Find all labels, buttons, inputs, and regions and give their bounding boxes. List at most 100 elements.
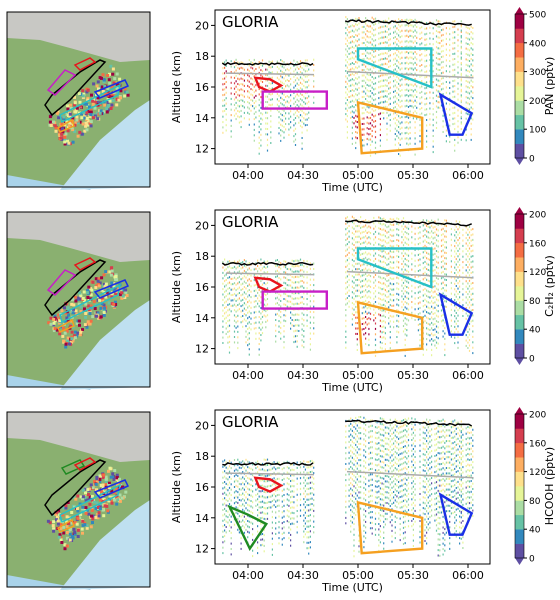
heatmap-cell	[266, 271, 269, 274]
heatmap-cell	[435, 309, 438, 312]
heatmap-cell	[449, 49, 451, 52]
map-track-sample	[66, 139, 69, 143]
heatmap-cell	[224, 280, 226, 283]
heatmap-cell	[426, 257, 428, 260]
heatmap-cell	[222, 110, 224, 113]
x-tick-label: 05:30	[397, 369, 429, 382]
heatmap-cell	[426, 230, 428, 233]
map-track-sample	[82, 111, 86, 114]
map-track-sample	[97, 514, 101, 518]
heatmap-cell	[245, 330, 247, 333]
heatmap-cell	[247, 338, 249, 341]
map-track-sample	[73, 103, 76, 107]
heatmap-cell	[294, 138, 297, 141]
heatmap-cell	[301, 88, 303, 91]
heatmap-cell	[422, 235, 424, 238]
heatmap-cell	[426, 146, 428, 148]
heatmap-cell	[379, 69, 381, 72]
heatmap-cell	[265, 117, 267, 120]
heatmap-cell	[468, 339, 471, 342]
heatmap-cell	[384, 246, 386, 248]
heatmap-cell	[366, 89, 368, 92]
heatmap-cell	[398, 72, 400, 75]
heatmap-cell	[426, 48, 428, 51]
heatmap-cell	[393, 58, 395, 61]
heatmap-cell	[248, 315, 250, 318]
heatmap-cell	[388, 290, 390, 293]
map-track-sample	[115, 86, 119, 90]
heatmap-cell	[260, 79, 262, 82]
heatmap-cell	[355, 327, 357, 330]
heatmap-cell	[278, 94, 280, 97]
heatmap-cell	[361, 90, 363, 93]
heatmap-cell	[224, 301, 226, 304]
heatmap-cell	[374, 284, 377, 287]
heatmap-cell	[422, 219, 424, 221]
heatmap-cell	[411, 284, 413, 287]
heatmap-cell	[407, 68, 410, 71]
heatmap-cell	[224, 82, 226, 85]
heatmap-cell	[291, 319, 293, 321]
map-track-sample	[118, 77, 122, 81]
heatmap-cell	[411, 56, 413, 59]
heatmap-cell	[255, 310, 257, 313]
heatmap-cell	[457, 28, 459, 31]
heatmap-cell	[242, 105, 244, 108]
colorbar-segment	[515, 129, 524, 144]
map-track-sample	[68, 532, 72, 536]
heatmap-cell	[472, 282, 474, 284]
heatmap-cell	[250, 290, 252, 293]
heatmap-cell	[462, 282, 464, 285]
heatmap-cell	[237, 298, 239, 301]
map-region-outline	[44, 259, 107, 317]
heatmap-cell	[225, 509, 227, 512]
heatmap-cell	[294, 302, 297, 305]
heatmap-cell	[243, 84, 245, 87]
heatmap-cell	[265, 293, 267, 296]
heatmap-cell	[348, 58, 350, 61]
heatmap-cell	[361, 106, 363, 109]
heatmap-cell	[384, 321, 386, 324]
heatmap-cell	[313, 58, 315, 61]
heatmap-cell	[462, 309, 464, 312]
heatmap-cell	[431, 316, 433, 319]
heatmap-cell	[407, 127, 410, 130]
heatmap-cell	[294, 95, 297, 98]
heatmap-cell	[266, 276, 269, 279]
heatmap-cell	[414, 249, 416, 251]
heatmap-cell	[346, 28, 348, 31]
heatmap-cell	[356, 88, 358, 91]
heatmap-cell	[271, 87, 273, 90]
heatmap-cell	[472, 260, 474, 263]
map-track-sample	[84, 491, 87, 495]
heatmap-cell	[378, 59, 380, 62]
heatmap-cell	[444, 294, 446, 297]
heatmap-cell	[468, 269, 471, 271]
heatmap-cell	[265, 127, 267, 130]
heatmap-cell	[258, 316, 260, 318]
heatmap-cell	[460, 99, 462, 102]
heatmap-cell	[296, 324, 298, 327]
heatmap-cell	[240, 93, 242, 96]
heatmap-cell	[222, 121, 224, 124]
heatmap-cell	[374, 295, 377, 298]
heatmap-cell	[265, 315, 267, 318]
map-track-sample	[109, 267, 113, 271]
heatmap-cell	[454, 85, 456, 87]
heatmap-cell	[383, 260, 385, 263]
heatmap-cell	[379, 276, 381, 279]
map-track-sample	[101, 298, 105, 302]
heatmap-cell	[378, 107, 380, 110]
heatmap-cell	[368, 117, 370, 120]
heatmap-cell	[452, 106, 454, 109]
heatmap-cell	[388, 301, 390, 303]
heatmap-cell	[407, 243, 410, 246]
heatmap-cell	[356, 115, 358, 118]
heatmap-cell	[467, 325, 469, 328]
heatmap-cell	[449, 113, 451, 116]
heatmap-cell	[225, 97, 227, 100]
heatmap-cell	[389, 86, 391, 89]
heatmap-cell	[384, 240, 386, 243]
heatmap-cell	[437, 272, 439, 275]
heatmap-cell	[368, 252, 370, 255]
